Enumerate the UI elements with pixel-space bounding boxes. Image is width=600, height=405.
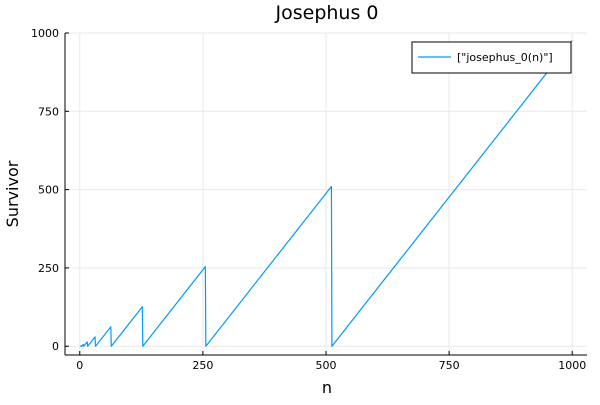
x-tick-label: 1000 (558, 359, 586, 372)
x-axis-label: n (322, 378, 332, 397)
legend-entry-label: ["josephus_0(n)"] (457, 51, 553, 64)
y-tick-label: 1000 (31, 27, 59, 40)
chart-title: Josephus 0 (275, 2, 379, 24)
y-tick-label: 250 (38, 262, 59, 275)
x-tick-label: 250 (192, 359, 213, 372)
x-tick-label: 500 (316, 359, 337, 372)
y-tick-label: 500 (38, 184, 59, 197)
axes (64, 32, 587, 356)
series-line-josephus-0 (80, 40, 573, 347)
series-lines (80, 40, 573, 347)
legend: ["josephus_0(n)"] (411, 41, 572, 74)
x-tick-label: 750 (439, 359, 460, 372)
x-tick-label: 0 (76, 359, 83, 372)
y-tick-label: 750 (38, 105, 59, 118)
y-tick-label: 0 (52, 340, 59, 353)
y-axis-label: Survivor (3, 160, 22, 227)
grid (65, 32, 587, 355)
tick-labels: 0 250 500 750 1000 0 250 500 750 1000 (31, 27, 586, 372)
